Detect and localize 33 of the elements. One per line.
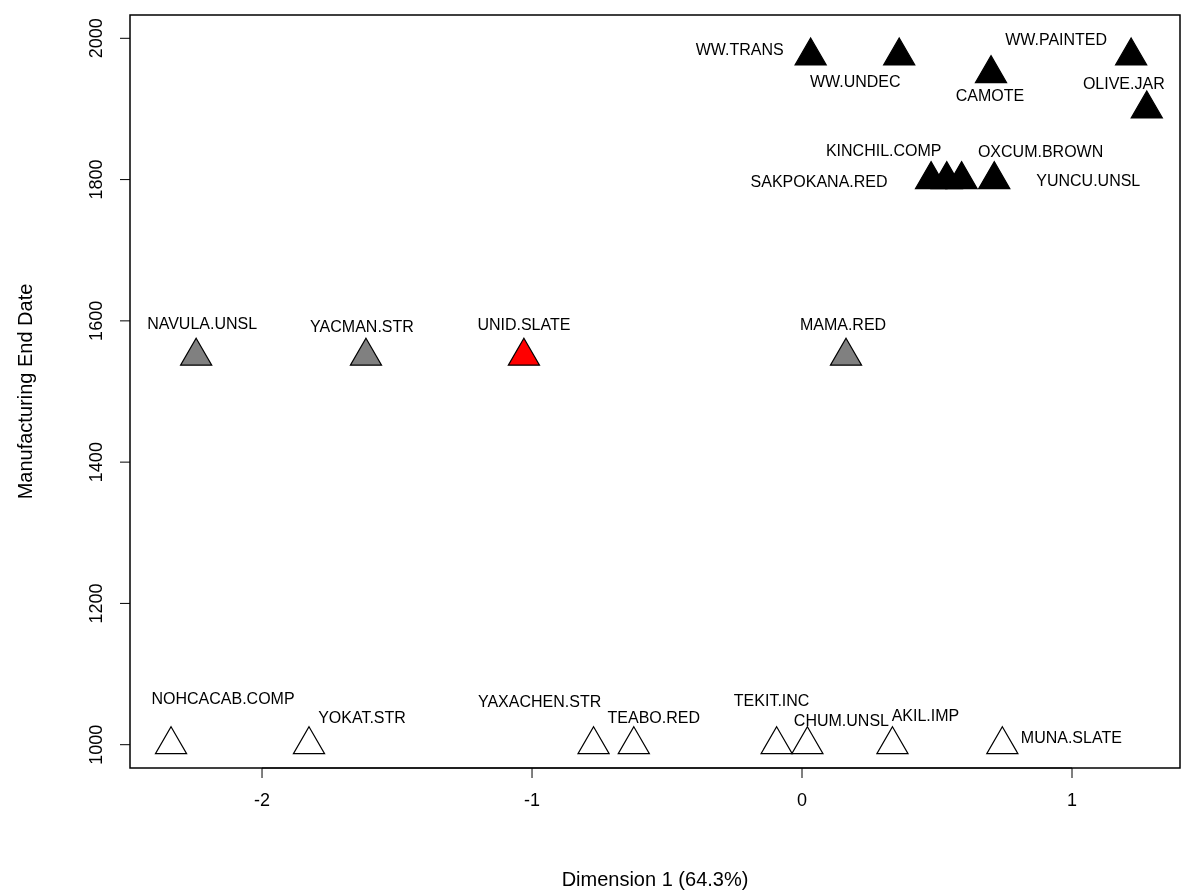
y-tick-label: 1400 — [86, 442, 106, 483]
annotation: WW.UNDEC — [809, 73, 901, 91]
annotation: WW.TRANS — [695, 41, 784, 59]
annotation: SAKPOKANA.RED — [750, 173, 888, 191]
y-axis-title: Manufacturing End Date — [14, 283, 36, 500]
annotation: CHUM.UNSL — [793, 712, 890, 730]
y-tick-label: 2000 — [86, 18, 106, 59]
annotation: OLIVE.JAR — [1082, 75, 1165, 93]
x-tick-label: 0 — [797, 790, 808, 810]
annotation: TEKIT.INC — [733, 692, 810, 710]
annotation: OXCUM.BROWN — [977, 143, 1104, 161]
annotation: AKIL.IMP — [891, 707, 960, 725]
y-tick-label: 1800 — [86, 159, 106, 200]
x-tick-label: -1 — [524, 790, 541, 810]
annotation: WW.PAINTED — [1005, 31, 1108, 49]
x-axis-title: Dimension 1 (64.3%) — [561, 868, 749, 890]
annotation: TEABO.RED — [607, 709, 701, 727]
y-tick-label: 1000 — [86, 724, 106, 765]
annotation: MAMA.RED — [799, 315, 887, 333]
annotation: UNID.SLATE — [477, 315, 571, 333]
annotation: YACMAN.STR — [310, 317, 414, 335]
annotation: NAVULA.UNSL — [147, 314, 258, 332]
y-tick-label: 1600 — [86, 300, 106, 341]
annotation: KINCHIL.COMP — [825, 142, 942, 160]
annotation: NOHCACAB.COMP — [151, 690, 295, 708]
annotation: YUNCU.UNSL — [1036, 172, 1141, 190]
annotation: YAXACHEN.STR — [477, 693, 602, 711]
annotation: YOKAT.STR — [318, 709, 406, 727]
annotation: MUNA.SLATE — [1020, 729, 1122, 747]
x-tick-label: -2 — [254, 790, 271, 810]
x-tick-label: 1 — [1067, 790, 1078, 810]
annotation: CAMOTE — [955, 87, 1025, 105]
y-tick-label: 1200 — [86, 583, 106, 624]
